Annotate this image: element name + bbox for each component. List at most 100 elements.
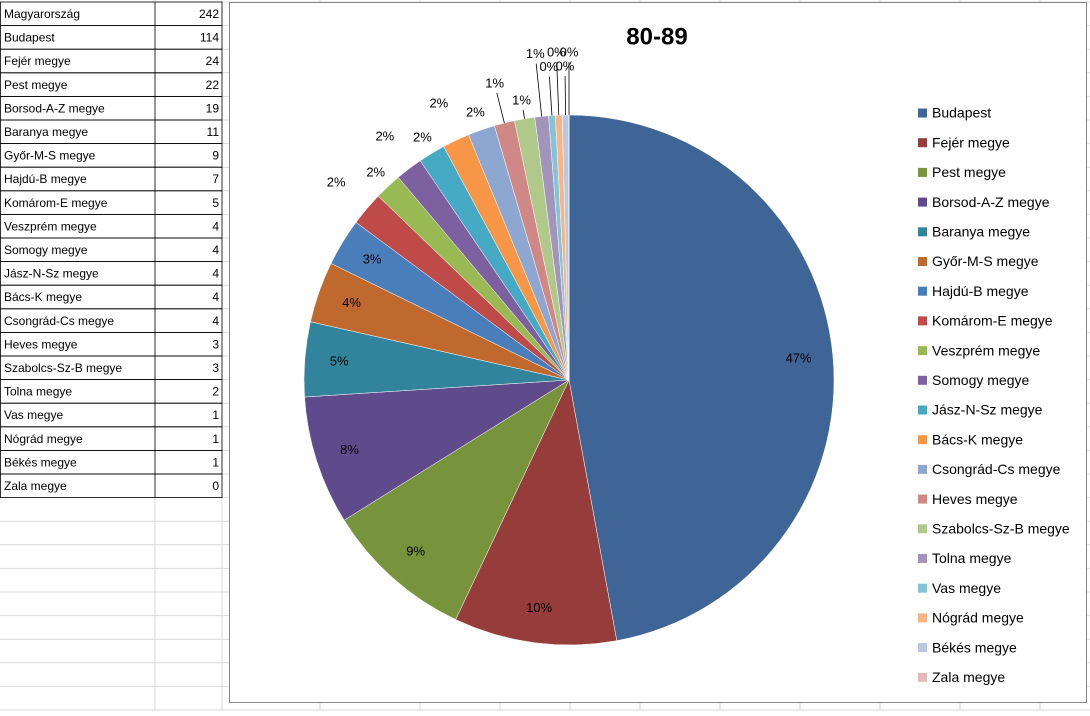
legend-swatch xyxy=(918,108,927,118)
chart-title: 80-89 xyxy=(626,23,687,50)
legend: Budapest Fejér megye Pest megye Borsod-A-Z … xyxy=(918,105,1070,685)
row-label: Magyarország xyxy=(4,7,80,21)
pie: 47%10%9%8%5%4%3%2%2%2% 2%2%2%1%1%1%0%0%0%… xyxy=(303,44,835,646)
row-value: 242 xyxy=(199,7,219,21)
legend-label: Jász-N-Sz megye xyxy=(932,402,1043,418)
pie-slice xyxy=(343,379,570,620)
legend-swatch xyxy=(918,405,927,415)
row-label: Győr-M-S megye xyxy=(4,149,96,163)
data-label: 1% xyxy=(526,46,545,61)
row-value: 1 xyxy=(212,432,219,446)
table-row xyxy=(0,473,223,499)
legend-label: Fejér megye xyxy=(932,134,1010,150)
legend-swatch xyxy=(918,286,927,296)
pie-slice xyxy=(304,379,570,521)
legend-label: Győr-M-S megye xyxy=(932,253,1039,269)
row-label: Borsod-A-Z megye xyxy=(4,101,105,115)
row-label: Bács-K megye xyxy=(4,290,82,304)
row-value: 3 xyxy=(212,361,219,375)
legend-swatch xyxy=(918,583,927,593)
legend-label: Bács-K megye xyxy=(932,431,1023,447)
data-label: 47% xyxy=(786,351,812,366)
data-label: 3% xyxy=(363,252,382,267)
row-label: Fejér megye xyxy=(4,54,71,68)
row-label: Jász-N-Sz megye xyxy=(4,267,99,281)
legend-label: Nógrád megye xyxy=(932,610,1024,626)
row-value: 4 xyxy=(212,219,219,233)
row-value: 4 xyxy=(212,314,219,328)
row-label: Heves megye xyxy=(4,337,78,351)
legend-label: Hajdú-B megye xyxy=(932,283,1029,299)
row-label: Komárom-E megye xyxy=(4,196,108,210)
row-label: Zala megye xyxy=(4,479,67,493)
row-value: 9 xyxy=(212,149,219,163)
data-label: 9% xyxy=(406,544,425,559)
data-label: 2% xyxy=(327,174,346,189)
data-label: 8% xyxy=(340,442,359,457)
row-label: Tolna megye xyxy=(4,385,72,399)
legend-label: Csongrád-Cs megye xyxy=(932,461,1061,477)
legend-label: Borsod-A-Z megye xyxy=(932,194,1050,210)
legend-swatch xyxy=(918,464,927,474)
leader-line xyxy=(535,63,543,117)
legend-swatch xyxy=(918,167,927,177)
legend-label: Veszprém megye xyxy=(932,342,1040,358)
row-label: Békés megye xyxy=(4,455,77,469)
data-label: 0% xyxy=(539,59,558,74)
leader-line xyxy=(522,109,525,119)
row-label: Veszprém megye xyxy=(4,219,97,233)
row-value: 1 xyxy=(212,455,219,469)
data-label: 2% xyxy=(413,129,432,144)
data-label: 5% xyxy=(330,353,349,368)
leader-line xyxy=(496,92,505,124)
legend-label: Komárom-E megye xyxy=(932,313,1053,329)
row-label: Nógrád megye xyxy=(4,432,83,446)
data-label: 1% xyxy=(485,76,504,91)
legend-label: Tolna megye xyxy=(932,550,1012,566)
data-label: 4% xyxy=(342,295,361,310)
legend-label: Somogy megye xyxy=(932,372,1029,388)
legend-swatch xyxy=(918,138,927,148)
data-label: 1% xyxy=(512,92,531,107)
data-label: 2% xyxy=(375,128,394,143)
legend-swatch xyxy=(918,257,927,266)
row-value: 114 xyxy=(200,31,219,45)
legend-label: Vas megye xyxy=(932,580,1001,596)
row-value: 4 xyxy=(212,290,219,304)
data-label: 2% xyxy=(366,165,385,180)
pie-slice xyxy=(455,379,618,646)
legend-label: Szabolcs-Sz-B megye xyxy=(932,521,1070,537)
legend-swatch xyxy=(918,346,927,356)
data-label: 0% xyxy=(556,58,575,73)
row-label: Csongrád-Cs megye xyxy=(4,314,114,328)
row-label: Hajdú-B megye xyxy=(4,172,87,186)
leader-line xyxy=(549,76,553,116)
leader-line xyxy=(556,62,560,116)
legend-swatch xyxy=(918,197,927,207)
legend-swatch xyxy=(918,375,927,385)
row-label: Budapest xyxy=(4,31,55,45)
pie-slice xyxy=(568,114,835,641)
legend-label: Baranya megye xyxy=(932,224,1030,240)
row-value: 0 xyxy=(212,479,219,493)
legend-swatch xyxy=(918,554,927,563)
legend-label: Heves megye xyxy=(932,491,1018,507)
row-value: 3 xyxy=(212,337,219,351)
legend-swatch xyxy=(918,316,927,326)
row-label: Szabolcs-Sz-B megye xyxy=(4,361,122,375)
row-label: Somogy megye xyxy=(4,243,88,257)
data-label: 0% xyxy=(547,45,566,60)
row-label: Vas megye xyxy=(4,408,63,422)
legend-swatch xyxy=(918,494,927,504)
row-value: 22 xyxy=(206,78,220,92)
row-label: Baranya megye xyxy=(4,125,88,139)
row-value: 1 xyxy=(212,408,219,422)
data-label: 2% xyxy=(466,104,485,119)
legend-swatch xyxy=(918,524,927,534)
leader-line xyxy=(564,76,566,116)
legend-swatch xyxy=(918,435,927,445)
row-value: 7 xyxy=(212,172,219,186)
data-label: 2% xyxy=(429,96,448,111)
row-value: 19 xyxy=(206,101,220,115)
